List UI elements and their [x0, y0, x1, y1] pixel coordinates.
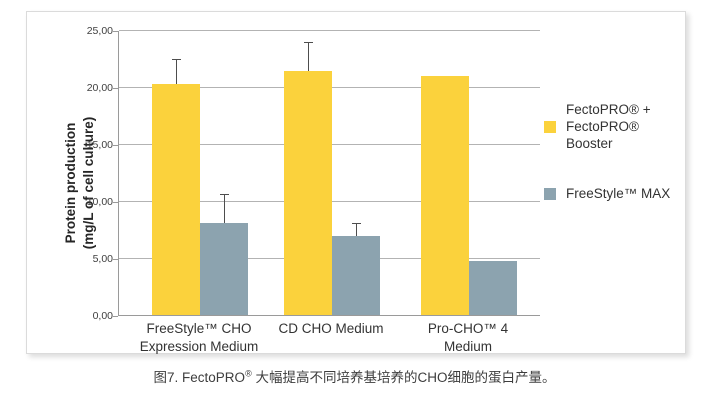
chart-panel: Protein production (mg/L of cell culture…: [26, 11, 686, 354]
x-category-label: CD CHO Medium: [278, 321, 384, 336]
error-bar: [308, 42, 309, 72]
y-tick-mark: [113, 145, 118, 146]
y-tick-label: 25,00: [86, 25, 113, 37]
bar-freestyle-max: [469, 261, 517, 315]
y-tick-label: 5,00: [92, 253, 113, 265]
y-tick-mark: [113, 316, 118, 317]
error-bar: [224, 195, 225, 223]
plot-area: [118, 30, 540, 316]
y-tick-label: 10,00: [86, 196, 113, 208]
legend-item: FreeStyle™ MAX: [544, 186, 685, 203]
y-axis-title-line2: (mg/L of cell culture): [81, 116, 97, 250]
figure-caption: 图7. FectoPRO® 大幅提高不同培养基培养的CHO细胞的蛋白产量。: [0, 366, 709, 386]
y-tick-mark: [113, 88, 118, 89]
registered-trademark-sup: ®: [245, 368, 252, 379]
gridline: [119, 30, 540, 31]
legend-label: FectoPRO® + FectoPRO® Booster: [566, 102, 651, 151]
legend-swatch: [544, 121, 556, 134]
bar-fectopro-booster: [421, 75, 469, 315]
caption-suffix: 大幅提高不同培养基培养的CHO细胞的蛋白产量。: [251, 370, 556, 385]
error-bar: [356, 223, 357, 237]
x-category-label: FreeStyle™ CHO Expression Medium: [139, 321, 259, 354]
y-tick-mark: [113, 202, 118, 203]
bar-freestyle-max: [332, 236, 380, 315]
x-category-label: Pro-CHO™ 4 Medium: [427, 321, 509, 354]
error-bar-cap: [172, 58, 181, 60]
legend-label: FreeStyle™ MAX: [566, 185, 671, 201]
y-tick-mark: [113, 259, 118, 260]
error-bar-cap: [220, 194, 229, 196]
bar-fectopro-booster: [284, 71, 332, 315]
y-tick-mark: [113, 31, 118, 32]
bar-fectopro-booster: [152, 83, 200, 315]
legend-swatch: [544, 188, 556, 201]
caption-prefix: 图7. FectoPRO: [153, 370, 246, 385]
y-tick-label: 20,00: [86, 82, 113, 94]
legend: FectoPRO® + FectoPRO® Booster FreeStyle™ M…: [544, 102, 685, 203]
error-bar-cap: [304, 41, 313, 43]
legend-item: FectoPRO® + FectoPRO® Booster: [544, 102, 685, 153]
y-tick-label: 0,00: [92, 310, 113, 322]
error-bar: [176, 59, 177, 84]
error-bar-cap: [352, 222, 361, 224]
y-tick-label: 15,00: [86, 139, 113, 151]
bar-freestyle-max: [200, 222, 248, 315]
